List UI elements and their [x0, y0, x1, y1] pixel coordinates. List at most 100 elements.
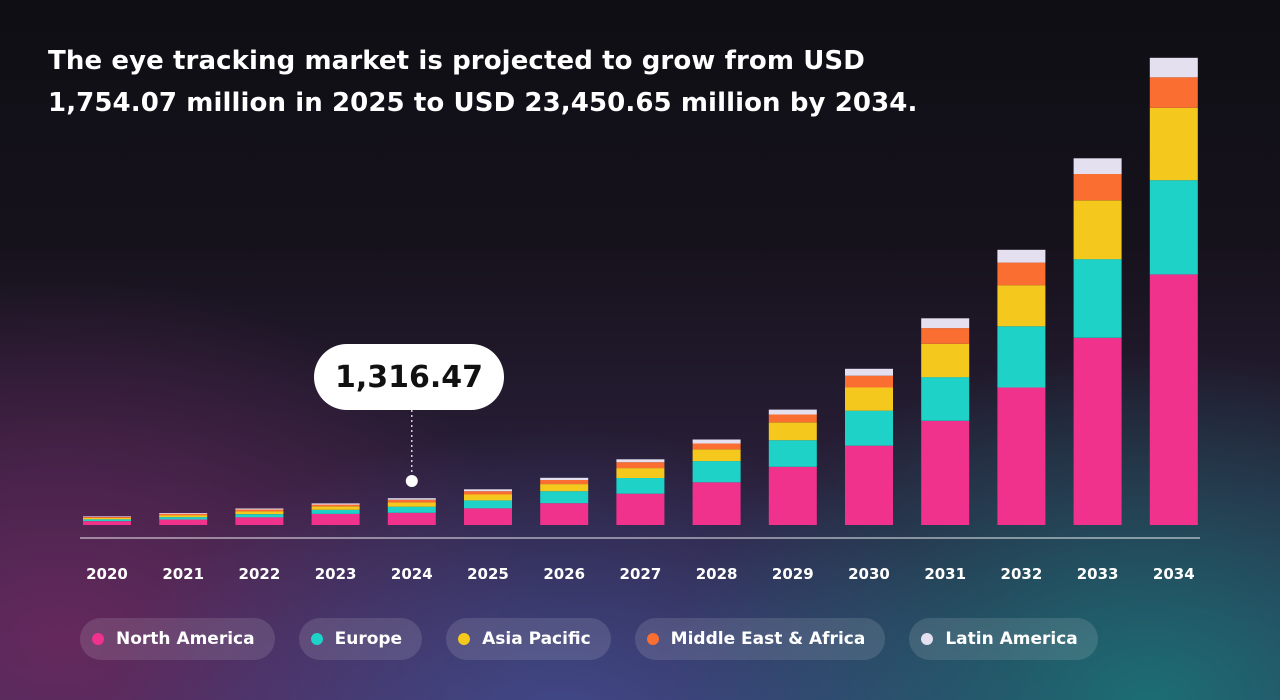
bar-segment-2025-latin-america	[464, 489, 512, 492]
bar-segment-2022-north-america	[235, 517, 284, 525]
bar-segment-2031-latin-america	[921, 318, 970, 329]
bar-segment-2029-asia-pacific	[768, 422, 817, 441]
bar-segment-2020-latin-america	[83, 516, 131, 517]
x-tick-label: 2022	[239, 565, 281, 583]
bar-segment-2024-north-america	[387, 512, 436, 525]
bar-segment-2026-middle-east-africa	[540, 480, 589, 485]
legend-item-north-america: North America	[80, 618, 275, 660]
bar-segment-2034-asia-pacific	[1149, 107, 1198, 181]
bar-segment-2026-latin-america	[540, 477, 589, 480]
bar-segment-2031-europe	[921, 377, 970, 421]
bar-segment-2034-latin-america	[1149, 57, 1198, 78]
bar-segment-2024-europe	[387, 506, 436, 513]
headline: The eye tracking market is projected to …	[48, 46, 918, 118]
bar-segment-2022-middle-east-africa	[235, 509, 284, 512]
bar-segment-2023-north-america	[311, 513, 360, 525]
x-tick-label: 2030	[848, 565, 890, 583]
x-tick-label: 2033	[1077, 565, 1119, 583]
bar-segment-2029-middle-east-africa	[768, 414, 817, 423]
bar-segment-2032-middle-east-africa	[997, 262, 1046, 286]
bar-segment-2033-europe	[1073, 259, 1122, 338]
bar-segment-2026-asia-pacific	[540, 484, 589, 492]
bar-segment-2023-latin-america	[311, 503, 360, 505]
bar-segment-2025-europe	[464, 500, 512, 509]
bar-segment-2027-latin-america	[616, 459, 665, 463]
bar-segment-2028-north-america	[692, 482, 741, 525]
bar-segment-2025-asia-pacific	[464, 494, 512, 501]
x-tick-label: 2021	[162, 565, 204, 583]
bar-segment-2023-europe	[311, 509, 360, 514]
bar-segment-2025-middle-east-africa	[464, 491, 512, 495]
bar-segment-2026-north-america	[540, 503, 589, 525]
x-tick-label: 2024	[391, 565, 433, 583]
bar-segment-2020-asia-pacific	[83, 517, 131, 520]
x-tick-label: 2031	[924, 565, 966, 583]
legend: North America Europe Asia Pacific Middle Ea…	[80, 618, 1098, 660]
bar-segment-2022-europe	[235, 514, 284, 518]
bar-segment-2020-middle-east-africa	[83, 516, 131, 518]
x-tick-label: 2028	[696, 565, 738, 583]
bar-segment-2033-middle-east-africa	[1073, 173, 1122, 201]
bar-segment-2021-latin-america	[159, 513, 208, 514]
legend-swatch	[458, 633, 471, 645]
bar-segment-2021-middle-east-africa	[159, 513, 208, 516]
bar-segment-2032-europe	[997, 326, 1046, 388]
legend-item-middle-east-africa: Middle East & Africa	[634, 618, 886, 660]
legend-item-latin-america: Latin America	[909, 618, 1098, 660]
bar-segment-2021-north-america	[159, 519, 208, 525]
bar-segment-2027-asia-pacific	[616, 468, 665, 478]
bar-segment-2022-latin-america	[235, 508, 284, 510]
x-tick-label: 2027	[620, 565, 662, 583]
x-tick-labels: 2020 2021 2022 2023 2024 2025 2026 2027 2028 2029…	[86, 565, 1195, 583]
bar-segment-2028-europe	[692, 461, 741, 483]
bar-segment-2033-asia-pacific	[1073, 200, 1122, 260]
bar-segment-2020-europe	[83, 519, 131, 522]
bar-segment-2027-north-america	[616, 493, 665, 525]
bar-segment-2027-middle-east-africa	[616, 462, 665, 469]
bar-segment-2030-north-america	[845, 445, 893, 525]
bar-segment-2023-asia-pacific	[311, 506, 360, 510]
bar-segment-2033-north-america	[1073, 337, 1122, 525]
bars-group	[83, 57, 1198, 525]
bar-segment-2034-north-america	[1149, 274, 1198, 525]
bar-segment-2034-middle-east-africa	[1149, 77, 1198, 108]
callout-dot	[405, 475, 418, 487]
legend-label: North America	[116, 629, 255, 649]
x-tick-label: 2023	[315, 565, 357, 583]
bar-segment-2029-latin-america	[768, 409, 817, 415]
bar-segment-2029-north-america	[768, 466, 817, 525]
bar-segment-2025-north-america	[464, 508, 512, 525]
bar-segment-2023-middle-east-africa	[311, 504, 360, 507]
bar-segment-2024-latin-america	[387, 498, 436, 500]
bar-segment-2027-europe	[616, 478, 665, 494]
bar-segment-2021-asia-pacific	[159, 515, 208, 518]
bar-segment-2033-latin-america	[1073, 158, 1122, 174]
bar-segment-2031-north-america	[921, 420, 970, 525]
bar-segment-2030-middle-east-africa	[845, 375, 893, 388]
callout-connector	[405, 410, 418, 487]
bar-segment-2032-asia-pacific	[997, 285, 1046, 327]
x-tick-label: 2026	[543, 565, 585, 583]
legend-label: Asia Pacific	[482, 629, 591, 649]
bar-segment-2024-middle-east-africa	[387, 499, 436, 503]
bar-segment-2032-north-america	[997, 387, 1046, 525]
bar-segment-2030-asia-pacific	[845, 387, 893, 411]
legend-label: Europe	[334, 629, 403, 649]
bar-segment-2020-north-america	[83, 521, 131, 525]
legend-swatch	[921, 633, 934, 645]
bar-segment-2031-middle-east-africa	[921, 328, 970, 344]
legend-swatch	[310, 633, 323, 645]
x-tick-label: 2025	[467, 565, 509, 583]
bar-segment-2028-latin-america	[692, 439, 741, 444]
legend-swatch	[646, 633, 659, 645]
value-callout: 1,316.47	[314, 344, 504, 410]
legend-label: Latin America	[945, 629, 1078, 649]
x-tick-label: 2029	[772, 565, 814, 583]
bar-segment-2024-asia-pacific	[387, 502, 436, 507]
bar-segment-2031-asia-pacific	[921, 343, 970, 378]
bar-segment-2032-latin-america	[997, 249, 1046, 263]
bar-segment-2021-europe	[159, 517, 208, 520]
bar-segment-2028-asia-pacific	[692, 449, 741, 462]
legend-swatch	[92, 633, 104, 645]
bar-segment-2030-latin-america	[845, 368, 893, 376]
